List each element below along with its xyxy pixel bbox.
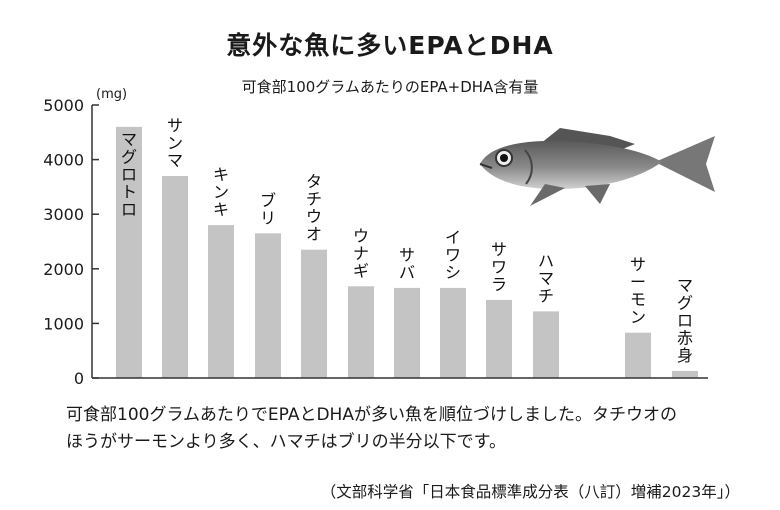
caption: 可食部100グラムあたりでEPAとDHAが多い魚を順位づけしました。タチウオの … — [66, 402, 746, 456]
y-tick-label: 1000 — [43, 314, 84, 333]
category-label: サバ — [399, 245, 415, 282]
y-tick-label: 2000 — [43, 260, 84, 279]
chart-subtitle: 可食部100グラムあたりのEPA+DHA含有量 — [241, 78, 539, 96]
y-tick-label: 3000 — [43, 205, 84, 224]
bar — [440, 287, 466, 378]
bar — [348, 286, 374, 378]
unit-label: (mg) — [96, 87, 127, 102]
bar — [672, 370, 698, 378]
category-label: サンマ — [167, 116, 183, 170]
category-label: ハマチ — [538, 251, 554, 305]
y-tick-label: 5000 — [43, 96, 84, 115]
chart-title: 意外な魚に多いEPAとDHA — [226, 31, 554, 60]
category-label: マグロトロ — [121, 130, 137, 219]
caption-line: 可食部100グラムあたりでEPAとDHAが多い魚を順位づけしました。タチウオの — [66, 405, 677, 425]
category-label: タチウオ — [306, 172, 322, 244]
bar — [255, 233, 281, 378]
category-label: キンキ — [213, 165, 229, 219]
y-tick-label: 4000 — [43, 151, 84, 170]
category-label: マグロ赤身 — [677, 276, 693, 365]
category-label: サワラ — [491, 240, 507, 294]
category-label: ブリ — [260, 191, 276, 228]
bar — [394, 287, 420, 378]
bar — [533, 311, 559, 378]
bar — [162, 175, 188, 378]
bar — [116, 126, 142, 378]
category-label: サーモン — [630, 255, 646, 327]
source-note: （文部科学省「日本食品標準成分表（八訂）増補2023年」） — [320, 483, 740, 501]
category-label: イワシ — [445, 228, 461, 282]
y-tick-label: 0 — [74, 369, 84, 388]
bar — [625, 332, 651, 378]
category-label: ウナギ — [353, 226, 369, 280]
bar — [208, 225, 234, 378]
bar — [301, 249, 327, 378]
bar — [486, 299, 512, 378]
fish-illustration — [479, 128, 715, 206]
caption-line: ほうがサーモンより多く、ハマチはブリの半分以下です。 — [66, 432, 506, 452]
